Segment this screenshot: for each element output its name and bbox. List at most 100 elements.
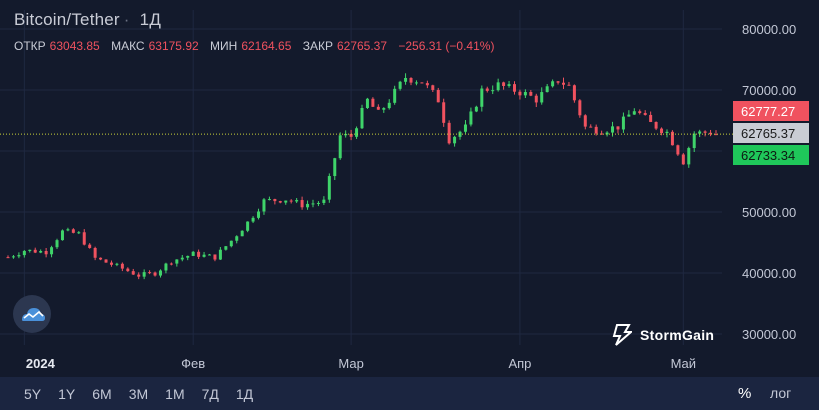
candle-body bbox=[703, 131, 707, 133]
candle-body bbox=[480, 88, 484, 107]
candle-body bbox=[109, 262, 113, 265]
candle-body bbox=[50, 247, 54, 255]
candle-body bbox=[99, 257, 103, 260]
candle-body bbox=[126, 268, 130, 272]
candle-body bbox=[246, 221, 250, 231]
candle-body bbox=[594, 126, 598, 134]
high-label: МАКС bbox=[111, 39, 145, 53]
candle-body bbox=[17, 255, 21, 257]
candle-body bbox=[534, 95, 538, 103]
candle-body bbox=[355, 128, 359, 137]
bid-price-label-bg bbox=[733, 145, 809, 165]
y-tick-label: 40000.00 bbox=[742, 266, 796, 281]
timeframe-label[interactable]: 1Д bbox=[139, 10, 162, 29]
candle-body bbox=[137, 274, 141, 277]
candle-body bbox=[22, 250, 26, 256]
x-tick-label: Фев bbox=[181, 356, 205, 371]
candle-body bbox=[376, 106, 380, 110]
candle-body bbox=[115, 263, 119, 265]
candle-body bbox=[306, 203, 310, 208]
range-button-6m[interactable]: 6M bbox=[92, 385, 112, 402]
range-button-1m[interactable]: 1M bbox=[165, 385, 185, 402]
candle-body bbox=[267, 199, 271, 201]
range-button-5y[interactable]: 5Y bbox=[24, 385, 42, 402]
candle-body bbox=[333, 158, 337, 177]
close-label: ЗАКР bbox=[302, 39, 333, 53]
range-button-1y[interactable]: 1Y bbox=[58, 385, 76, 402]
candle-body bbox=[458, 131, 462, 137]
candle-body bbox=[425, 83, 429, 86]
x-tick-label: Апр bbox=[508, 356, 531, 371]
candle-body bbox=[616, 126, 620, 130]
candle-body bbox=[6, 257, 10, 259]
candle-body bbox=[66, 229, 70, 231]
candle-body bbox=[431, 85, 435, 90]
candle-body bbox=[262, 199, 266, 212]
range-button-3m[interactable]: 3M bbox=[128, 385, 149, 402]
brand-name: StormGain bbox=[640, 327, 715, 343]
candle-body bbox=[55, 240, 59, 248]
close-value: 62765.37 bbox=[336, 39, 388, 53]
candle-body bbox=[556, 81, 560, 83]
y-tick-label: 30000.00 bbox=[742, 327, 796, 342]
candle-body bbox=[131, 271, 135, 275]
candle-body bbox=[180, 257, 184, 260]
candle-body bbox=[414, 82, 418, 84]
candle-body bbox=[316, 202, 320, 204]
candle-body bbox=[365, 98, 369, 109]
range-button-1д[interactable]: 1Д bbox=[235, 385, 254, 402]
candle-body bbox=[660, 128, 664, 134]
candle-body bbox=[491, 90, 495, 92]
candle-body bbox=[148, 272, 152, 274]
y-tick-label: 50000.00 bbox=[742, 205, 796, 220]
candle-body bbox=[44, 250, 48, 255]
open-label: ОТКР bbox=[14, 39, 46, 53]
candle-body bbox=[621, 116, 625, 130]
x-tick-label: 2024 bbox=[26, 356, 56, 371]
y-tick-label: 70000.00 bbox=[742, 83, 796, 98]
candle-body bbox=[218, 249, 222, 260]
candle-body bbox=[311, 203, 315, 205]
candle-body bbox=[158, 270, 162, 276]
price-chart[interactable]: 80000.0070000.0060000.0050000.0040000.00… bbox=[0, 0, 819, 377]
candle-body bbox=[540, 92, 544, 103]
candle-body bbox=[654, 121, 658, 129]
candle-body bbox=[523, 92, 527, 96]
candle-body bbox=[191, 251, 195, 256]
cloud-logo-icon[interactable] bbox=[13, 295, 51, 333]
range-selector: 5Y 1Y 6M 3M 1M 7Д 1Д bbox=[24, 377, 270, 410]
range-button-7д[interactable]: 7Д bbox=[201, 385, 219, 402]
candle-body bbox=[518, 91, 522, 96]
percent-scale-button[interactable]: % bbox=[738, 385, 752, 402]
x-tick-label: Май bbox=[671, 356, 696, 371]
candle-body bbox=[387, 102, 391, 109]
open-value: 63043.85 bbox=[49, 39, 100, 53]
candle-body bbox=[463, 124, 467, 132]
candle-body bbox=[202, 254, 206, 257]
candle-body bbox=[104, 259, 108, 263]
candle-body bbox=[638, 111, 642, 114]
candle-body bbox=[327, 176, 331, 200]
candle-body bbox=[643, 113, 647, 115]
y-tick-label: 80000.00 bbox=[742, 22, 796, 37]
candle-body bbox=[474, 106, 478, 112]
low-label: МИН bbox=[210, 39, 238, 53]
candle-body bbox=[295, 200, 299, 202]
symbol-title: Bitcoin/Tether bbox=[14, 10, 120, 29]
candle-body bbox=[240, 230, 244, 237]
candle-body bbox=[447, 122, 451, 144]
candle-body bbox=[562, 82, 566, 85]
last-price-label-bg bbox=[733, 123, 809, 143]
candle-body bbox=[197, 251, 201, 257]
last-price-label: 62765.37 bbox=[741, 126, 795, 141]
log-scale-button[interactable]: лог bbox=[770, 385, 792, 401]
candle-body bbox=[33, 249, 37, 253]
chart-header: Bitcoin/Tether · 1Д bbox=[14, 10, 161, 30]
candle-body bbox=[676, 145, 680, 155]
ask-price-label-bg bbox=[733, 101, 809, 121]
candle-body bbox=[208, 254, 212, 256]
candle-body bbox=[322, 199, 326, 203]
candle-body bbox=[632, 111, 636, 115]
candle-body bbox=[409, 77, 413, 83]
candle-body bbox=[572, 85, 576, 101]
